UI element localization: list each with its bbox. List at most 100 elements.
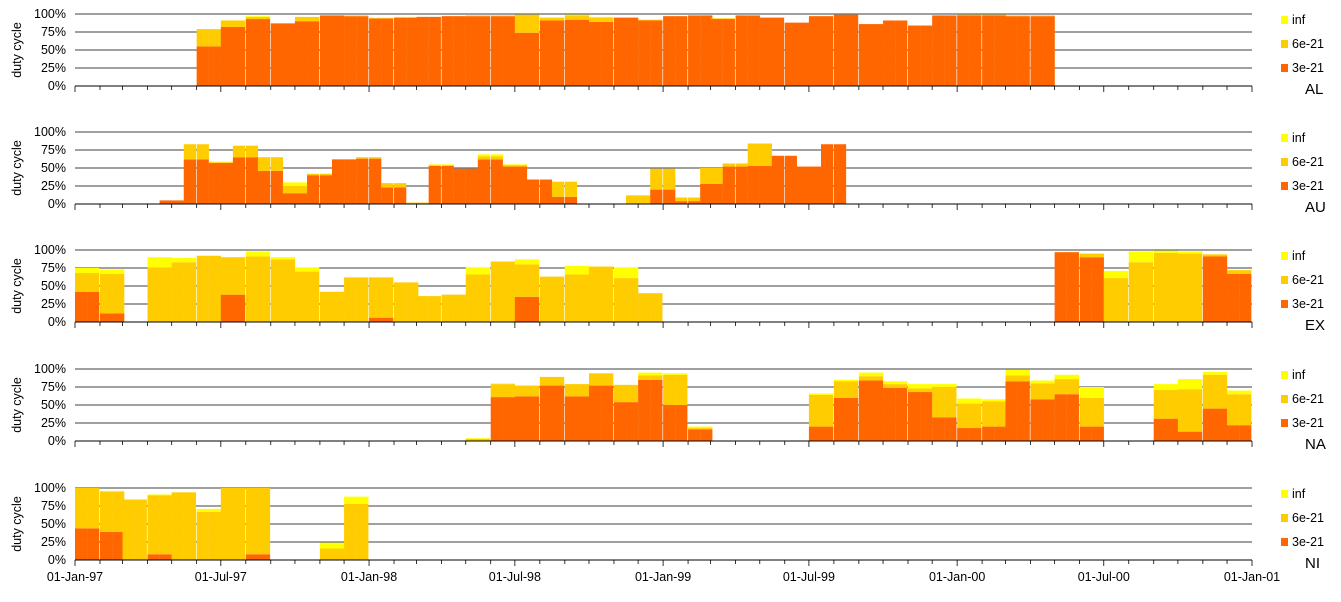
bar-segment-3e-21 xyxy=(688,429,701,441)
bar-segment-6e-21 xyxy=(490,384,503,398)
bar-segment-6e-21 xyxy=(1030,383,1043,400)
bar-segment-6e-21 xyxy=(319,548,333,560)
bar-segment-3e-21 xyxy=(282,23,296,86)
bar-segment-3e-21 xyxy=(650,379,663,441)
y-tick-label: 0% xyxy=(48,553,66,567)
bar-segment-6e-21 xyxy=(1239,394,1252,426)
bar-segment-3e-21 xyxy=(87,291,100,322)
bar-segment-6e-21 xyxy=(588,17,602,22)
bar-segment-6e-21 xyxy=(1017,15,1030,17)
bar-segment-6e-21 xyxy=(232,145,246,158)
bar-segment-inf xyxy=(282,182,296,186)
bar-segment-3e-21 xyxy=(356,16,369,86)
bar-segment-6e-21 xyxy=(1214,254,1228,257)
bar-segment-inf xyxy=(159,257,172,268)
bar-segment-3e-21 xyxy=(759,165,773,204)
bar-segment-6e-21 xyxy=(294,186,308,194)
bar-segment-3e-21 xyxy=(1227,273,1240,322)
bar-segment-inf xyxy=(75,268,88,274)
bar-segment-6e-21 xyxy=(356,503,369,560)
bar-segment-6e-21 xyxy=(638,293,651,322)
bar-segment-inf xyxy=(99,269,113,274)
bar-segment-3e-21 xyxy=(551,20,565,87)
bar-segment-6e-21 xyxy=(1079,253,1092,258)
bar-segment-3e-21 xyxy=(502,16,516,86)
bar-segment-3e-21 xyxy=(294,21,308,87)
bar-segment-inf xyxy=(675,373,688,375)
bar-segment-6e-21 xyxy=(369,157,382,159)
bar-segment-6e-21 xyxy=(196,255,209,322)
bar-segment-3e-21 xyxy=(808,166,822,204)
bar-segment-6e-21 xyxy=(1177,253,1191,322)
bar-segment-3e-21 xyxy=(1042,399,1055,441)
bar-segment-inf xyxy=(735,162,748,164)
bar-segment-3e-21 xyxy=(1177,431,1191,441)
bar-segment-inf xyxy=(808,393,822,395)
bar-segment-6e-21 xyxy=(1153,252,1166,322)
bar-segment-3e-21 xyxy=(551,385,565,441)
bar-segment-3e-21 xyxy=(747,15,760,86)
bar-segment-3e-21 xyxy=(381,18,394,86)
bar-segment-6e-21 xyxy=(663,168,676,190)
legend-entry: 6e-21 xyxy=(1292,392,1324,406)
bar-segment-6e-21 xyxy=(307,173,320,176)
bar-segment-6e-21 xyxy=(551,17,565,21)
bar-segment-6e-21 xyxy=(257,157,271,171)
bar-segment-6e-21 xyxy=(112,273,125,314)
bar-segment-6e-21 xyxy=(416,202,429,204)
bar-segment-6e-21 xyxy=(331,548,345,560)
bar-segment-3e-21 xyxy=(539,179,553,204)
bar-segment-3e-21 xyxy=(982,15,995,86)
bar-segment-6e-21 xyxy=(564,384,578,397)
bar-segment-3e-21 xyxy=(220,26,234,86)
bar-segment-6e-21 xyxy=(183,144,197,160)
bar-segment-6e-21 xyxy=(969,403,982,429)
bar-segment-inf xyxy=(564,265,578,275)
bar-segment-6e-21 xyxy=(282,186,296,194)
y-axis-title: duty cycle xyxy=(10,22,24,78)
bar-segment-6e-21 xyxy=(1165,389,1179,419)
bar-segment-3e-21 xyxy=(613,17,627,87)
bar-segment-3e-21 xyxy=(920,25,933,86)
bar-segment-3e-21 xyxy=(245,554,259,560)
bar-segment-6e-21 xyxy=(294,271,308,322)
bar-segment-6e-21 xyxy=(663,374,676,405)
bar-segment-3e-21 xyxy=(331,159,345,204)
legend-entry: 6e-21 xyxy=(1292,155,1324,169)
bar-segment-3e-21 xyxy=(796,166,810,204)
bar-segment-6e-21 xyxy=(1054,379,1067,395)
bar-segment-inf xyxy=(465,438,478,439)
bar-segment-inf xyxy=(613,267,627,279)
bar-segment-inf xyxy=(564,14,578,16)
bar-segment-inf xyxy=(331,542,345,549)
y-axis-title: duty cycle xyxy=(10,377,24,433)
bar-segment-3e-21 xyxy=(747,165,760,204)
legend-swatch-3e-21 xyxy=(1281,64,1288,72)
bar-segment-inf xyxy=(196,508,209,512)
bar-segment-6e-21 xyxy=(588,373,602,386)
bar-segment-6e-21 xyxy=(1153,389,1166,419)
bar-segment-inf xyxy=(944,384,957,387)
bar-segment-inf xyxy=(932,384,945,387)
bar-segment-3e-21 xyxy=(394,187,407,204)
legend-entry: 6e-21 xyxy=(1292,273,1324,287)
bar-segment-inf xyxy=(1202,371,1216,375)
legend-entry: 6e-21 xyxy=(1292,37,1324,51)
bar-segment-3e-21 xyxy=(700,15,713,86)
bar-segment-6e-21 xyxy=(245,145,259,158)
bar-segment-3e-21 xyxy=(453,16,466,86)
y-axis-title: duty cycle xyxy=(10,496,24,552)
bar-segment-6e-21 xyxy=(453,294,466,322)
bar-segment-inf xyxy=(147,494,160,496)
bar-segment-6e-21 xyxy=(99,491,113,532)
bar-segment-3e-21 xyxy=(735,166,748,204)
bar-segment-inf xyxy=(477,438,491,439)
bar-segment-inf xyxy=(663,373,676,375)
bar-segment-6e-21 xyxy=(1214,374,1228,409)
legend-entry: 3e-21 xyxy=(1292,297,1324,311)
bar-segment-6e-21 xyxy=(638,195,651,204)
bar-segment-6e-21 xyxy=(688,197,701,202)
bar-segment-3e-21 xyxy=(220,162,234,204)
bar-segment-3e-21 xyxy=(369,158,382,204)
bar-segment-3e-21 xyxy=(196,46,209,86)
